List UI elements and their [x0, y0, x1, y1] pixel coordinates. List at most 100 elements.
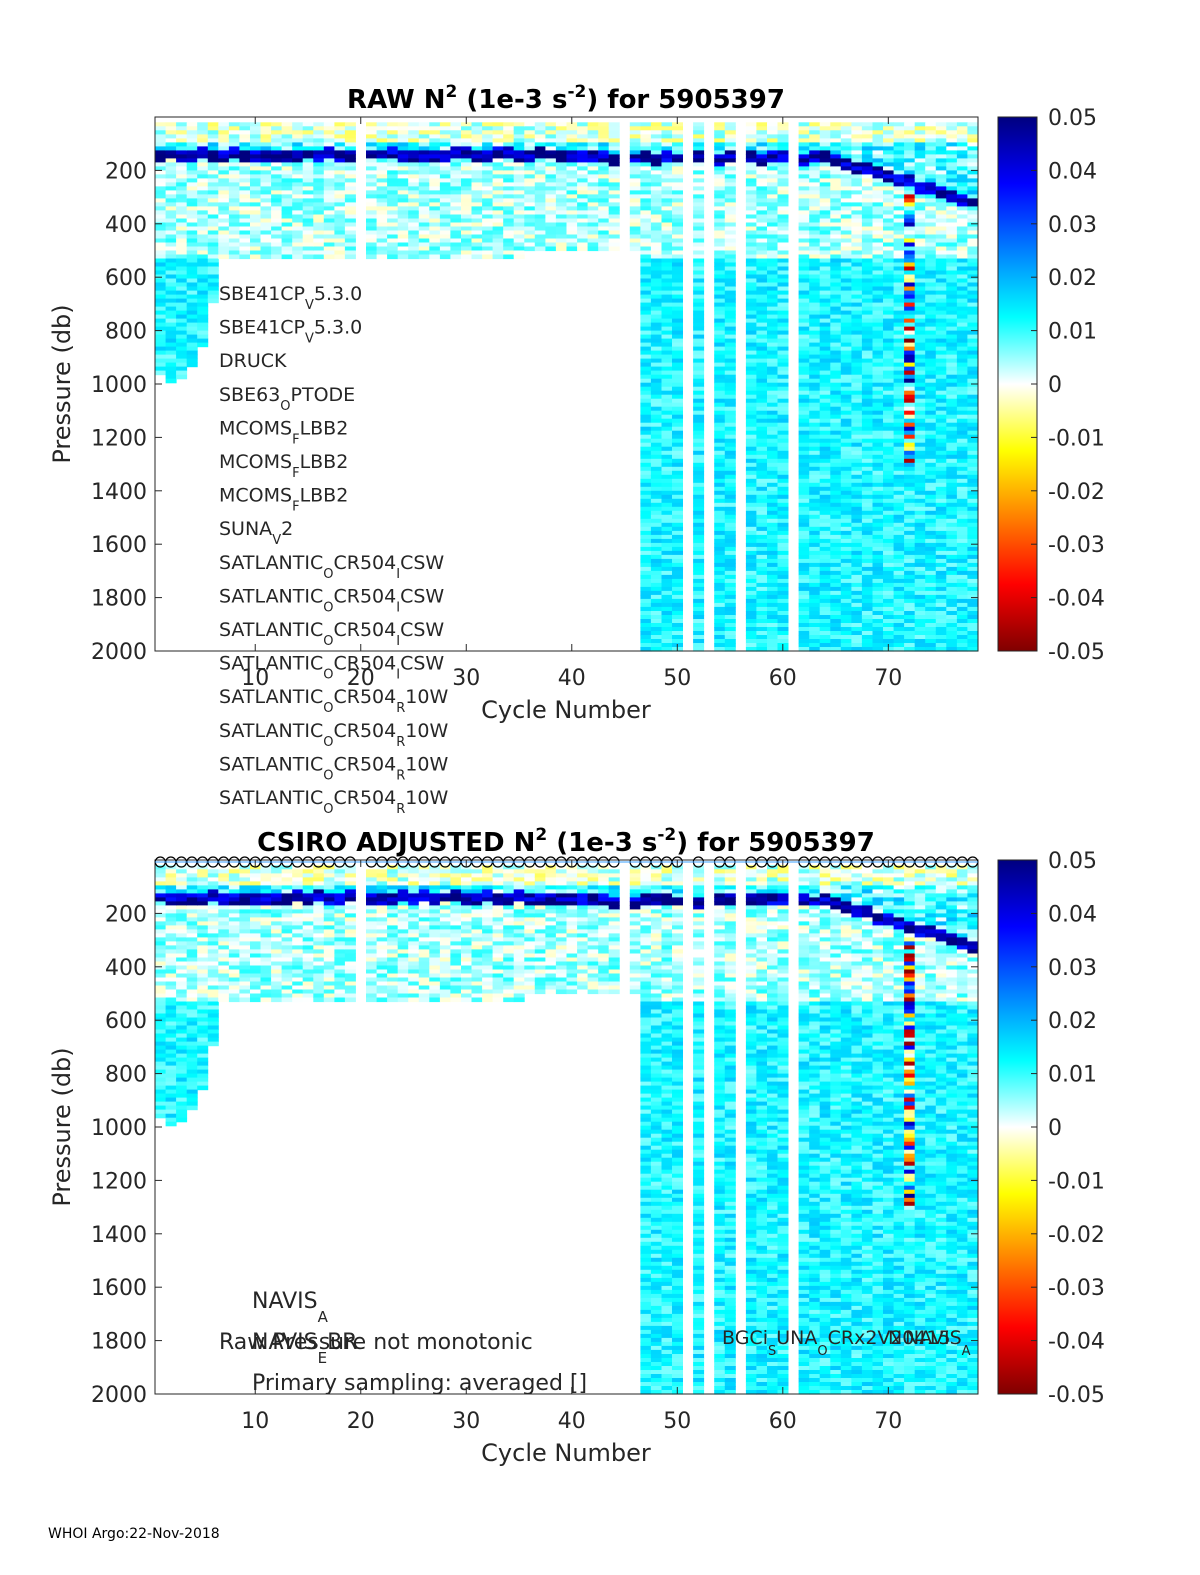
- heatmap-cell: [904, 230, 916, 236]
- heatmap-cell: [672, 138, 683, 143]
- heatmap-cell: [872, 458, 884, 464]
- heatmap-cell: [176, 338, 188, 344]
- heatmap-cell: [186, 158, 198, 163]
- heatmap-cell: [566, 182, 578, 187]
- heatmap-cell: [661, 574, 673, 580]
- heatmap-cell: [745, 254, 757, 260]
- heatmap-cell: [313, 246, 325, 252]
- heatmap-cell: [872, 318, 884, 324]
- heatmap-cell: [861, 322, 873, 328]
- heatmap-cell: [861, 414, 873, 420]
- heatmap-cell: [745, 286, 757, 292]
- heatmap-cell: [893, 378, 905, 384]
- heatmap-cell: [777, 186, 789, 191]
- heatmap-cell: [387, 126, 399, 131]
- heatmap-cell: [830, 442, 842, 448]
- heatmap-cell: [777, 266, 789, 272]
- heatmap-cell: [598, 178, 610, 183]
- heatmap-cell: [724, 226, 736, 232]
- heatmap-cell: [830, 206, 842, 211]
- heatmap-cell: [672, 330, 683, 336]
- heatmap-cell: [819, 150, 831, 155]
- heatmap-cell: [798, 514, 810, 520]
- heatmap-cell: [587, 182, 599, 187]
- heatmap-cell: [777, 434, 789, 440]
- heatmap-cell: [176, 314, 188, 320]
- heatmap-cell: [482, 126, 494, 131]
- heatmap-cell: [640, 542, 652, 548]
- heatmap-cell: [809, 158, 821, 163]
- heatmap-cell: [798, 478, 810, 484]
- heatmap-cell: [840, 639, 852, 644]
- heatmap-cell: [767, 318, 778, 324]
- heatmap-cell: [724, 643, 736, 648]
- heatmap-cell: [640, 202, 652, 207]
- heatmap-cell: [851, 462, 863, 468]
- heatmap-cell: [745, 370, 757, 376]
- heatmap-cell: [798, 382, 810, 388]
- heatmap-cell: [777, 246, 789, 252]
- heatmap-cell: [851, 138, 863, 143]
- heatmap-cell: [724, 350, 736, 356]
- heatmap-cell: [672, 382, 683, 388]
- heatmap-cell: [819, 302, 831, 308]
- heatmap-cell: [334, 150, 346, 155]
- heatmap-cell: [661, 338, 673, 344]
- heatmap-cell: [840, 582, 852, 588]
- heatmap-cell: [767, 434, 778, 440]
- heatmap-cell: [830, 122, 842, 127]
- heatmap-cell: [650, 526, 662, 532]
- heatmap-cell: [809, 550, 821, 556]
- heatmap-cell: [745, 615, 757, 620]
- heatmap-cell: [914, 510, 926, 516]
- heatmap-cell: [461, 194, 472, 199]
- heatmap-cell: [861, 278, 873, 284]
- heatmap-cell: [650, 174, 662, 179]
- heatmap-cell: [914, 306, 926, 312]
- heatmap-cell: [724, 398, 736, 404]
- heatmap-cell: [840, 386, 852, 392]
- heatmap-cell: [851, 162, 863, 167]
- heatmap-cell: [914, 374, 926, 380]
- heatmap-cell: [366, 198, 377, 203]
- heatmap-cell: [524, 122, 536, 127]
- heatmap-cell: [819, 498, 831, 504]
- heatmap-cell: [186, 138, 198, 143]
- heatmap-cell: [777, 206, 789, 211]
- heatmap-cell: [186, 274, 198, 280]
- heatmap-cell: [872, 506, 884, 512]
- profile-column: [197, 122, 209, 348]
- heatmap-cell: [545, 238, 557, 244]
- heatmap-cell: [872, 586, 884, 592]
- heatmap-cell: [861, 214, 873, 220]
- heatmap-cell: [228, 158, 240, 163]
- heatmap-cell: [819, 550, 831, 556]
- heatmap-cell: [756, 194, 768, 199]
- heatmap-cell: [598, 226, 610, 232]
- heatmap-cell: [914, 266, 926, 272]
- heatmap-cell: [608, 142, 620, 147]
- heatmap-cell: [608, 190, 620, 195]
- heatmap-cell: [672, 298, 683, 304]
- heatmap-cell: [745, 442, 757, 448]
- heatmap-cell: [872, 282, 884, 288]
- heatmap-cell: [661, 482, 673, 488]
- heatmap-cell: [197, 174, 209, 179]
- heatmap-cell: [861, 438, 873, 444]
- heatmap-cell: [861, 350, 873, 356]
- heatmap-cell: [745, 490, 757, 496]
- heatmap-cell: [861, 530, 873, 536]
- heatmap-cell: [861, 130, 873, 135]
- heatmap-cell: [851, 594, 863, 600]
- heatmap-cell: [693, 198, 705, 203]
- heatmap-cell: [914, 270, 926, 276]
- heatmap-cell: [555, 142, 567, 147]
- heatmap-cell: [323, 194, 335, 199]
- heatmap-cell: [935, 434, 947, 440]
- heatmap-cell: [798, 390, 810, 396]
- heatmap-cell: [935, 406, 947, 412]
- heatmap-cell: [566, 198, 578, 203]
- heatmap-cell: [650, 615, 662, 620]
- heatmap-cell: [914, 418, 926, 424]
- heatmap-cell: [197, 230, 209, 236]
